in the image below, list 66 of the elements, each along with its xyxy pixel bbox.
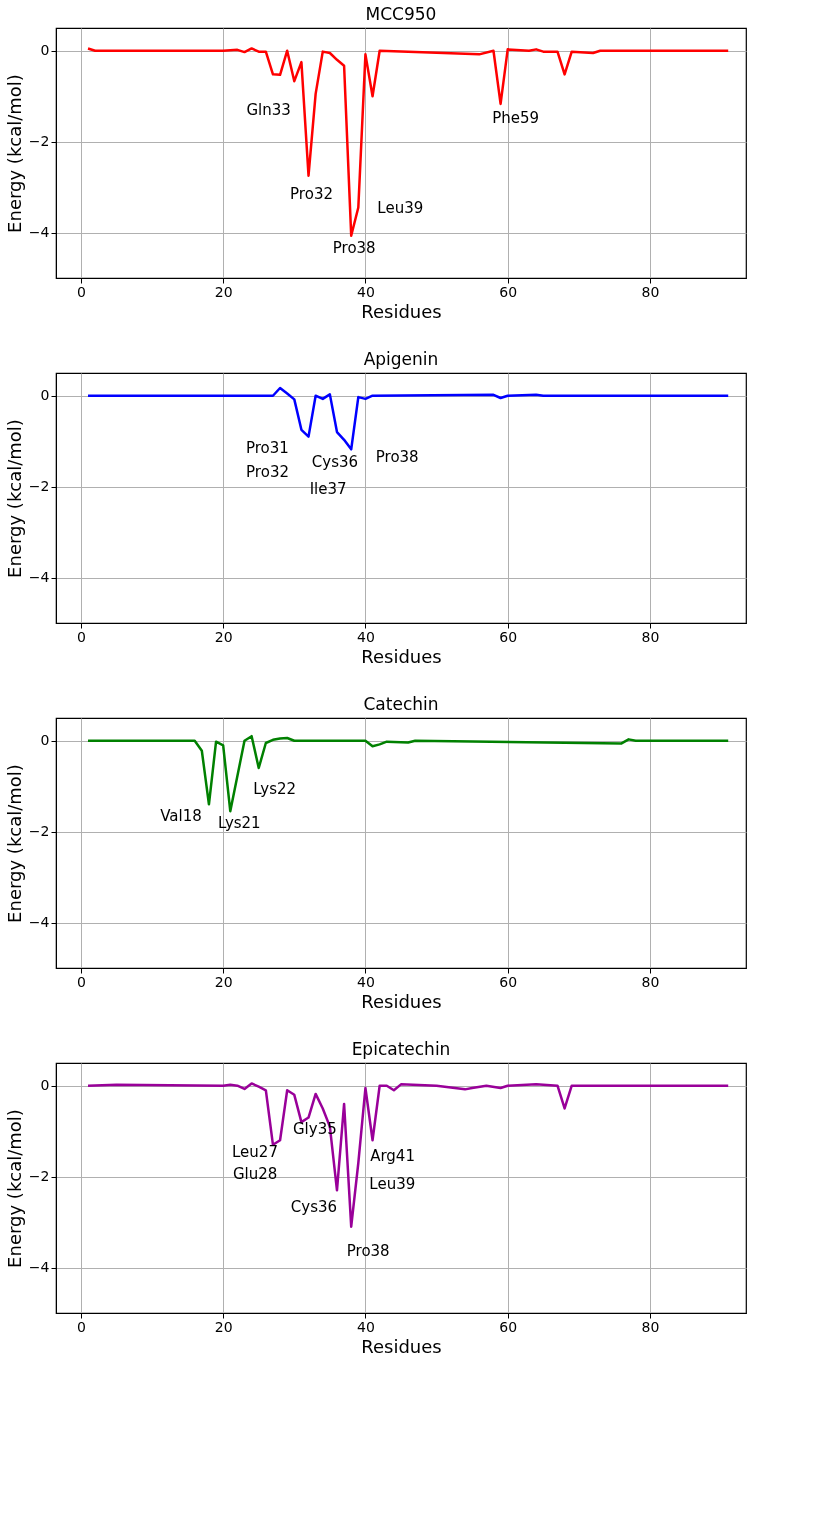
annotation: Glu28 [232,1165,278,1184]
annotation: Leu27 [232,1142,278,1161]
x-tick-label: 0 [76,973,86,990]
y-tick-label: 0 [40,387,50,404]
annotation: Lys22 [253,780,297,798]
x-tick-label: 60 [499,1318,518,1335]
annotation: Lys21 [217,814,261,833]
x-tick-label: 20 [214,973,233,990]
y-tick-label: 0 [40,1077,50,1094]
y-tick-label: −4 [28,1259,50,1276]
annotation: Pro32 [290,184,333,203]
x-tick-label: 40 [357,973,375,990]
x-tick-label: 80 [641,973,660,990]
x-tick-label: 80 [641,283,660,300]
x-tick-label: 0 [76,628,86,645]
y-tick-label: −4 [28,914,50,931]
x-tick-label: 60 [499,628,518,645]
x-tick-label: 60 [499,283,518,300]
annotation: Pro38 [346,1241,390,1260]
x-tick-label: 40 [357,1318,375,1335]
x-tick-label: 40 [357,283,375,300]
y-tick-label: −2 [28,478,50,495]
x-axis-title: Residues [361,645,442,667]
x-tick-label: 80 [641,1318,660,1335]
x-axis-title: Residues [361,1335,442,1357]
annotation: Gln33 [246,100,291,119]
y-tick-label: 0 [40,42,50,59]
y-tick-label: −4 [28,569,50,586]
annotation: Pro38 [332,238,376,257]
y-tick-label: −2 [28,823,50,840]
annotation: Cys36 [290,1198,338,1217]
chart-title: Epicatechin [351,1039,451,1059]
y-tick-label: −2 [28,1168,50,1185]
line-series [86,386,730,451]
chart-title: MCC950 [365,4,437,24]
annotation: Pro38 [375,448,419,467]
annotation: Pro31 [245,438,289,457]
x-axis-title: Residues [361,990,442,1012]
annotation: Leu39 [377,198,424,217]
annotation: Cys36 [311,453,359,472]
x-tick-label: 20 [214,1318,233,1335]
line-series [86,1082,730,1228]
x-tick-label: 0 [76,1318,86,1335]
x-tick-label: 40 [357,628,375,645]
line-series [86,47,730,237]
y-axis-title: Energy (kcal/mol) [3,74,25,233]
y-axis-title: Energy (kcal/mol) [3,1109,25,1268]
annotation: Phe59 [492,108,540,127]
x-tick-label: 20 [214,628,233,645]
annotation: Val18 [160,807,202,826]
y-tick-label: −4 [28,224,50,241]
x-tick-label: 0 [76,283,86,300]
x-tick-label: 20 [214,283,233,300]
annotation: Pro32 [246,462,289,481]
x-tick-label: 80 [641,628,660,645]
y-axis-title: Energy (kcal/mol) [3,419,25,578]
chart-title: Catechin [363,694,439,714]
y-tick-label: 0 [40,732,50,749]
y-tick-label: −2 [28,133,50,150]
x-tick-label: 60 [499,973,518,990]
x-axis-title: Residues [361,300,442,322]
annotation: Arg41 [370,1147,415,1166]
annotation: Ile37 [309,479,347,498]
y-axis-title: Energy (kcal/mol) [3,764,25,923]
annotation: Leu39 [369,1175,416,1193]
chart-title: Apigenin [363,349,439,369]
